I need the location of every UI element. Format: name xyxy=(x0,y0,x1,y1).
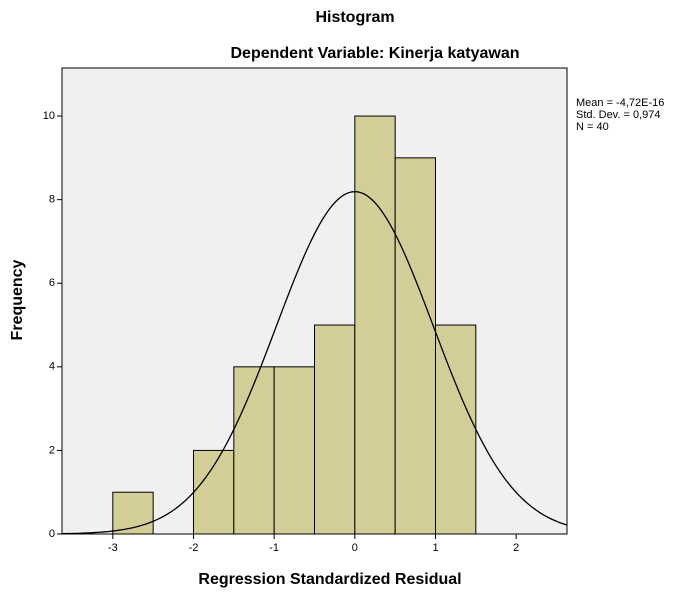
x-tick-label: -2 xyxy=(189,542,199,554)
y-tick-label: 8 xyxy=(49,194,55,206)
bar xyxy=(354,115,396,535)
chart-subtitle: Dependent Variable: Kinerja katyawan xyxy=(231,45,520,62)
bar xyxy=(314,324,356,535)
stat-label: N = 40 xyxy=(576,121,609,133)
bar xyxy=(233,366,275,535)
y-axis-label: Frequency xyxy=(9,259,26,340)
x-tick-label: 1 xyxy=(432,542,438,554)
x-tick-label: -3 xyxy=(108,542,118,554)
x-tick-label: 2 xyxy=(513,542,519,554)
stat-label: Std. Dev. = 0,974 xyxy=(576,109,661,121)
chart-title: Histogram xyxy=(315,9,394,26)
x-axis-label: Regression Standardized Residual xyxy=(198,571,461,588)
bar xyxy=(273,366,316,535)
bar xyxy=(435,324,477,535)
x-tick-label: 0 xyxy=(352,542,358,554)
bar xyxy=(394,157,437,535)
stat-label: Mean = -4,72E-16 xyxy=(576,97,664,109)
normal-curve xyxy=(61,190,568,535)
y-tick-label: 10 xyxy=(43,110,55,122)
y-tick-label: 0 xyxy=(49,528,55,540)
y-tick-label: 4 xyxy=(49,361,55,373)
bar xyxy=(192,449,235,535)
x-tick-label: -1 xyxy=(269,542,279,554)
y-tick-label: 6 xyxy=(49,277,55,289)
y-tick-label: 2 xyxy=(49,444,55,456)
